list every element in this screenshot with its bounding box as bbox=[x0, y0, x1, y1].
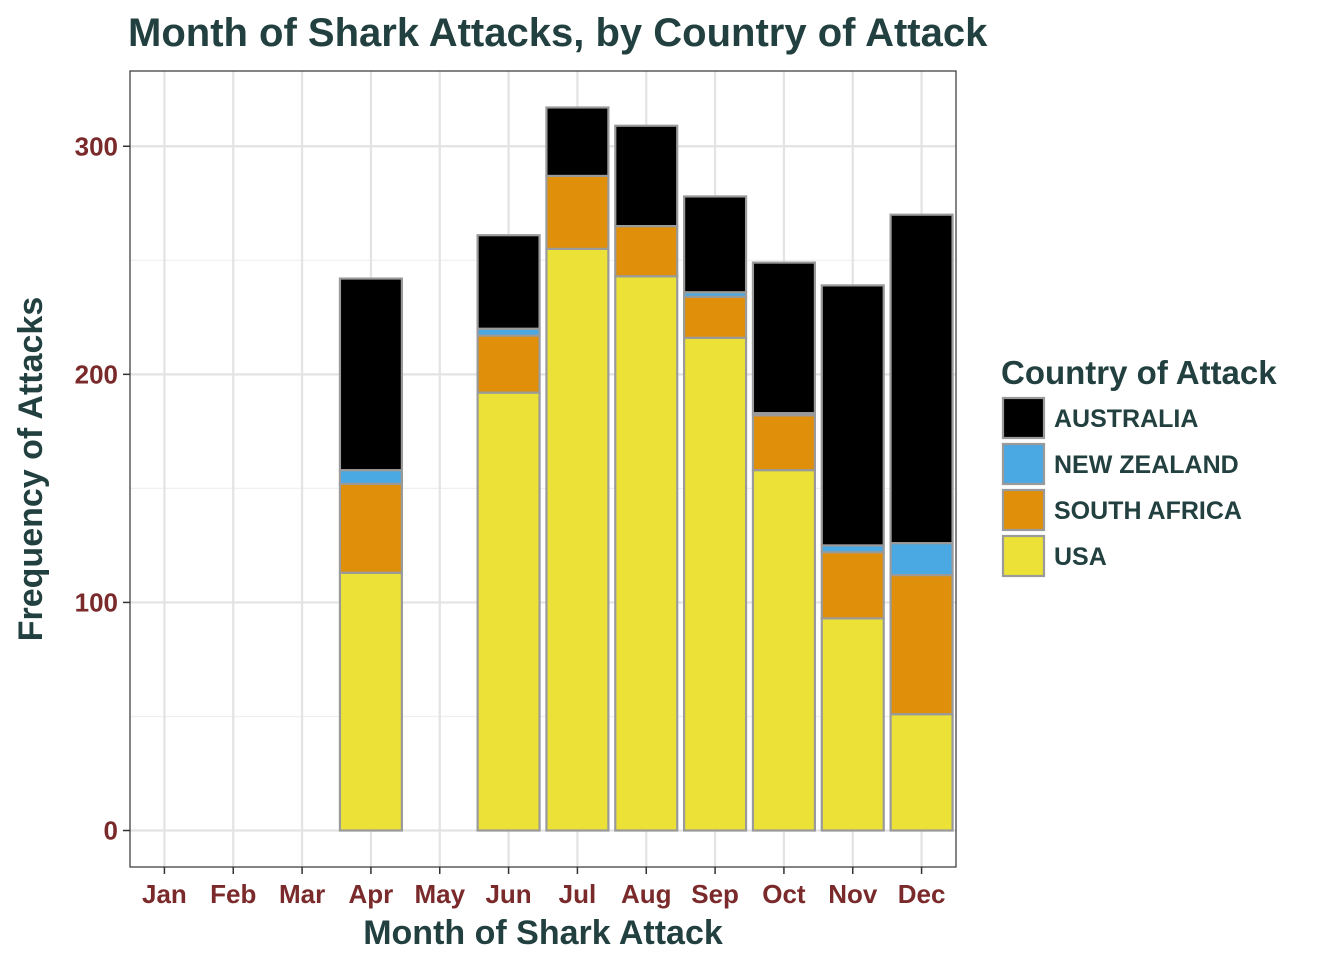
bar-segment bbox=[889, 573, 954, 716]
bar-segment bbox=[683, 295, 748, 339]
y-tick-label: 0 bbox=[104, 816, 118, 846]
bar-segment bbox=[820, 551, 885, 620]
legend: Country of Attack AUSTRALIA NEW ZEALAND SO… bbox=[1001, 354, 1277, 578]
x-tick-label: Aug bbox=[621, 879, 672, 909]
bar-segment bbox=[683, 336, 748, 832]
x-axis-title: Month of Shark Attack bbox=[363, 914, 723, 952]
legend-swatch bbox=[1001, 396, 1046, 440]
x-tick-label: Feb bbox=[210, 879, 256, 909]
bar-segment bbox=[545, 106, 610, 178]
bar-segment bbox=[751, 469, 816, 832]
bars bbox=[338, 106, 954, 832]
x-tick-label: Oct bbox=[762, 879, 806, 909]
x-axis: Jan Feb Mar Apr May Jun Jul Aug Sep Oct Nov Dec bbox=[142, 867, 945, 909]
bar-segment bbox=[338, 469, 403, 485]
bar-segment bbox=[683, 195, 748, 294]
bar-segment bbox=[476, 334, 541, 394]
bar-segment bbox=[614, 124, 679, 228]
y-axis: 0 100 200 300 bbox=[75, 131, 130, 846]
bar-segment bbox=[614, 275, 679, 832]
x-tick-label: Mar bbox=[279, 879, 325, 909]
legend-label: USA bbox=[1054, 543, 1107, 571]
x-tick-label: Apr bbox=[349, 879, 394, 909]
bar-segment bbox=[545, 247, 610, 832]
legend-swatch bbox=[1001, 534, 1046, 578]
bar-segment bbox=[614, 224, 679, 278]
legend-swatch bbox=[1001, 442, 1046, 486]
y-tick-label: 200 bbox=[75, 359, 118, 389]
x-tick-label: Jan bbox=[142, 879, 187, 909]
legend-title: Country of Attack bbox=[1001, 354, 1277, 391]
x-tick-label: May bbox=[414, 879, 465, 909]
x-tick-label: Sep bbox=[691, 879, 739, 909]
bar-segment bbox=[889, 213, 954, 545]
y-axis-title: Frequency of Attacks bbox=[12, 297, 50, 642]
bar-segment bbox=[476, 234, 541, 330]
bar-segment bbox=[751, 261, 816, 415]
chart-title: Month of Shark Attacks, by Country of At… bbox=[128, 11, 988, 55]
bar-segment bbox=[476, 391, 541, 832]
legend-label: NEW ZEALAND bbox=[1054, 451, 1239, 479]
bar-segment bbox=[338, 277, 403, 472]
bar-segment bbox=[889, 713, 954, 832]
legend-label: SOUTH AFRICA bbox=[1054, 497, 1242, 525]
bar-segment bbox=[545, 174, 610, 251]
legend-label: AUSTRALIA bbox=[1054, 405, 1198, 433]
x-tick-label: Jun bbox=[485, 879, 531, 909]
plot-border bbox=[129, 70, 957, 868]
bar-segment bbox=[820, 284, 885, 547]
bar-segment bbox=[338, 571, 403, 832]
bar-segment bbox=[751, 414, 816, 472]
x-tick-label: Jul bbox=[559, 879, 597, 909]
x-tick-label: Nov bbox=[828, 879, 878, 909]
bar-segment bbox=[338, 482, 403, 574]
x-tick-label: Dec bbox=[898, 879, 946, 909]
y-tick-label: 300 bbox=[75, 131, 118, 161]
legend-swatch bbox=[1001, 488, 1046, 532]
bar-segment bbox=[820, 617, 885, 832]
bar-segment bbox=[889, 542, 954, 577]
y-tick-label: 100 bbox=[75, 587, 118, 617]
